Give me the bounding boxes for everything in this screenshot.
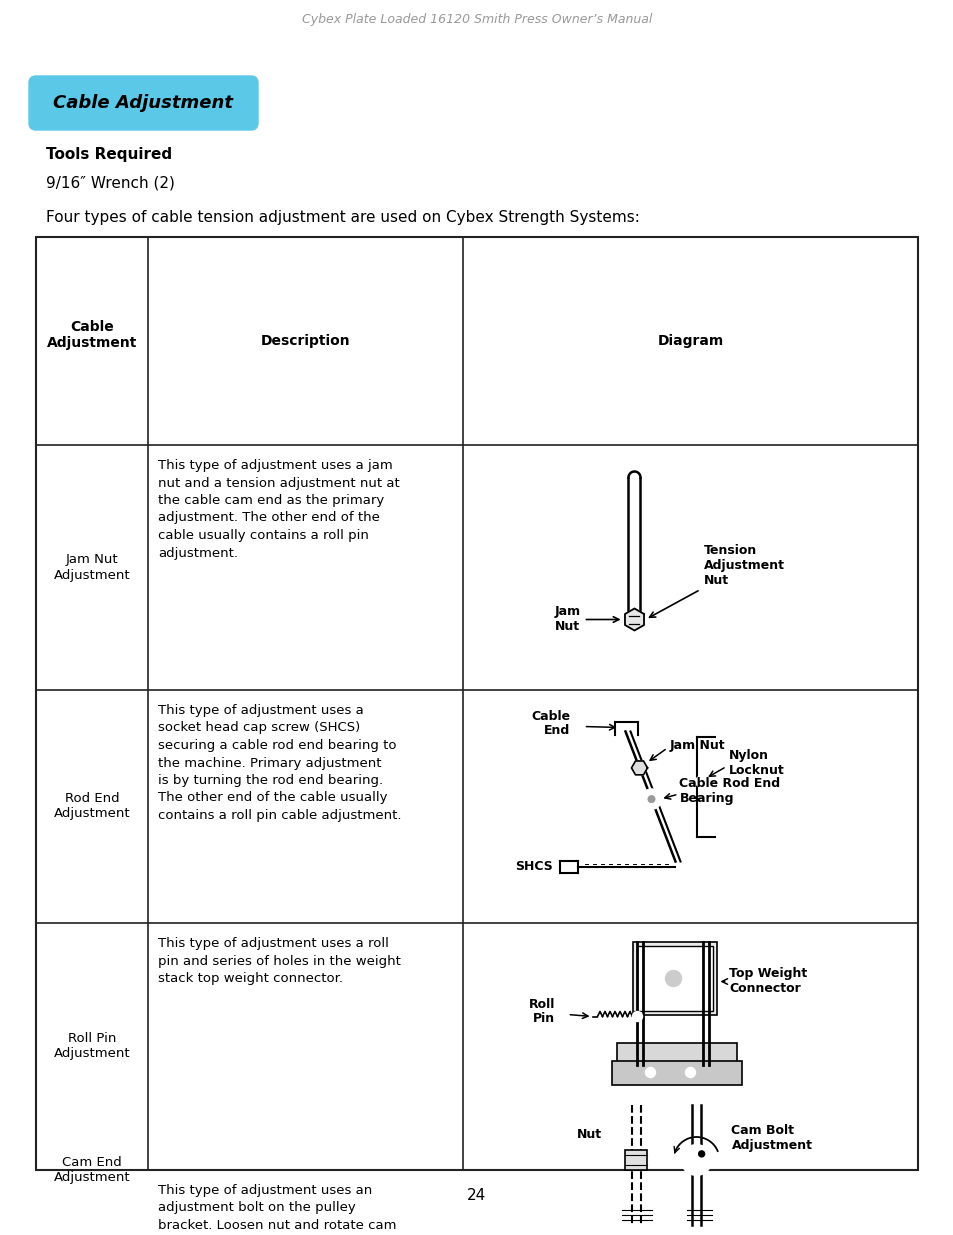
Bar [617,1042,737,1062]
Text: Description: Description [260,333,350,348]
Bar [612,1061,741,1084]
Text: Nut: Nut [577,1129,602,1141]
Text: Roll
Pin: Roll Pin [529,998,555,1025]
Text: This type of adjustment uses an
adjustment bolt on the pulley
bracket. Loosen nu: This type of adjustment uses an adjustme… [158,1184,396,1235]
Circle shape [647,795,655,803]
Polygon shape [631,761,647,774]
Bar [637,946,713,1010]
Text: This type of adjustment uses a
socket head cap screw (SHCS)
securing a cable rod: This type of adjustment uses a socket he… [158,704,401,823]
Text: 9/16″ Wrench (2): 9/16″ Wrench (2) [46,175,174,190]
Text: Jam Nut
Adjustment: Jam Nut Adjustment [53,553,131,582]
Circle shape [695,777,705,787]
Bar [36,237,917,1170]
Text: Jam
Nut: Jam Nut [554,605,579,634]
Text: Roll Pin
Adjustment: Roll Pin Adjustment [53,1032,131,1061]
Text: Jam Nut: Jam Nut [669,740,724,752]
Circle shape [645,1067,655,1077]
Circle shape [699,746,705,752]
Text: Cable Rod End
Bearing: Cable Rod End Bearing [679,777,780,805]
Text: Tools Required: Tools Required [46,147,172,162]
Circle shape [699,820,705,826]
Text: This type of adjustment uses a roll
pin and series of holes in the weight
stack : This type of adjustment uses a roll pin … [158,937,400,986]
Text: Cable
End: Cable End [531,709,570,737]
Text: Rod End
Adjustment: Rod End Adjustment [53,793,131,820]
Circle shape [651,956,695,1000]
Circle shape [632,1011,641,1021]
Circle shape [698,1151,704,1157]
Text: Top Weight
Connector: Top Weight Connector [729,967,807,995]
Bar [625,1150,647,1170]
Circle shape [665,971,680,987]
Text: Cable Adjustment: Cable Adjustment [53,94,233,112]
Text: Cam End
Adjustment: Cam End Adjustment [53,1156,131,1184]
FancyBboxPatch shape [29,77,257,130]
Circle shape [640,789,660,809]
Text: 24: 24 [467,1188,486,1203]
Circle shape [680,1145,711,1174]
Text: Four types of cable tension adjustment are used on Cybex Strength Systems:: Four types of cable tension adjustment a… [46,210,639,225]
Text: Cable
Adjustment: Cable Adjustment [47,320,137,350]
Text: Nylon
Locknut: Nylon Locknut [728,750,783,778]
Polygon shape [624,609,643,631]
Bar [633,941,717,1014]
Circle shape [685,1067,695,1077]
Text: This type of adjustment uses a jam
nut and a tension adjustment nut at
the cable: This type of adjustment uses a jam nut a… [158,459,399,559]
Text: Cam Bolt
Adjustment: Cam Bolt Adjustment [731,1124,812,1152]
Text: Diagram: Diagram [657,333,723,348]
Text: Tension
Adjustment
Nut: Tension Adjustment Nut [702,545,783,588]
Text: Cybex Plate Loaded 16120 Smith Press Owner’s Manual: Cybex Plate Loaded 16120 Smith Press Own… [301,14,652,26]
Text: SHCS: SHCS [515,860,552,873]
